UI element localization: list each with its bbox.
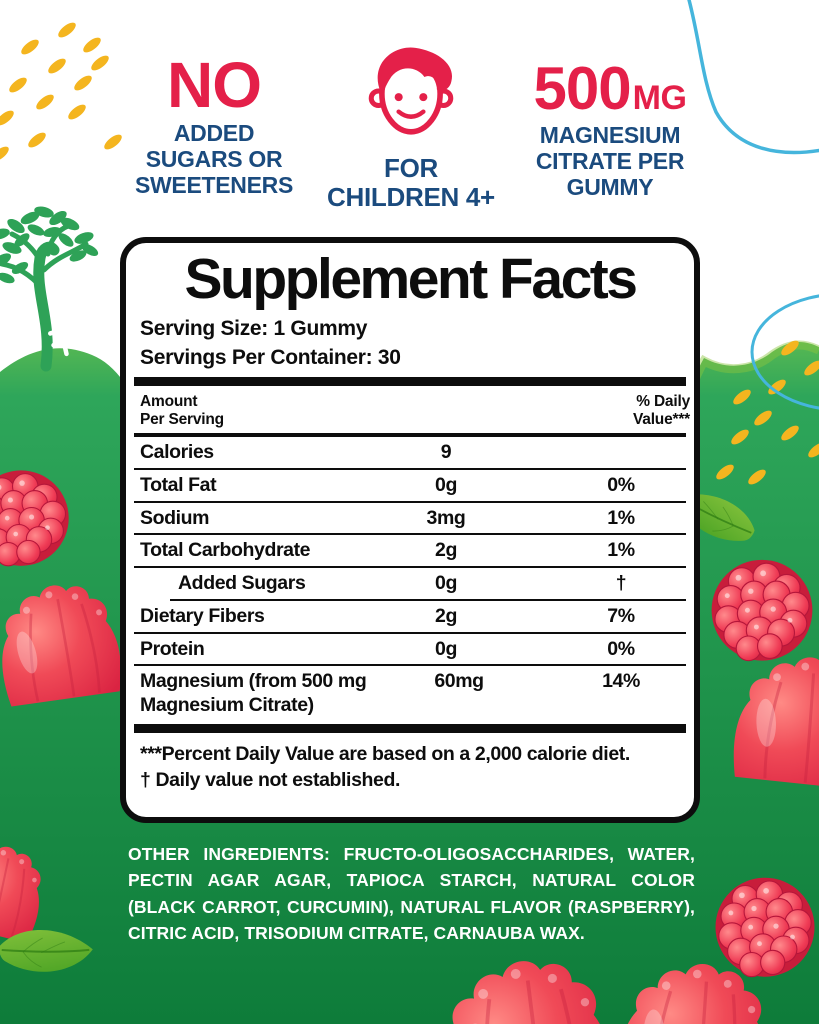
table-row-magnesium: Magnesium (from 500 mg Magnesium Citrate… (134, 666, 686, 724)
other-ingredients-label: OTHER INGREDIENTS: (128, 844, 330, 864)
other-ingredients-text: FRUCTO-OLIGOSACCHARIDES, WATER, PECTIN A… (128, 844, 696, 943)
nutrient-amount: 9 (440, 440, 452, 463)
divider-thick (134, 377, 686, 387)
fence-icon (48, 308, 119, 357)
header-daily-value: % Daily Value*** (530, 393, 692, 428)
nutrient-dv: 1% (607, 506, 635, 529)
table-header: Amount Per Serving % Daily Value*** (134, 386, 690, 433)
badge-500mg: 500 MG MAGNESIUM CITRATE PER GUMMY (518, 55, 702, 200)
no-line-2: SUGARS OR (145, 145, 283, 172)
panel-title: Supplement Facts (184, 247, 638, 311)
table-row-added-sugars: Added Sugars 0g † (134, 568, 686, 599)
nutrient-amount: 0g (435, 637, 457, 660)
header-dv-line2: Value*** (633, 410, 690, 428)
nutrient-dv: 0% (607, 637, 635, 660)
nutrient-name: Total Carbohydrate (140, 539, 311, 562)
footnote-daily-value: ***Percent Daily Value are based on a 2,… (140, 742, 630, 765)
no-line-1: ADDED (173, 119, 255, 146)
child-face-icon (368, 47, 454, 135)
nutrient-dv: 1% (607, 539, 635, 562)
nutrient-dv: 0% (607, 473, 635, 496)
divider-thin (134, 432, 686, 437)
servings-per-container: Servings Per Container: 30 (140, 345, 401, 369)
mg-amount: 500 (533, 55, 632, 122)
nutrient-name: Magnesium (from 500 mg Magnesium Citrate… (140, 670, 367, 717)
badge-no-added-sugars: NO ADDED SUGARS OR SWEETENERS (128, 49, 300, 198)
header-amount: Amount Per Serving (140, 393, 362, 428)
supplement-facts-panel: Supplement Facts Serving Size: 1 Gummy S… (120, 237, 700, 823)
mg-line-1: MAGNESIUM (539, 122, 681, 148)
nutrient-name: Sodium (140, 506, 210, 529)
mg-line-2: CITRATE PER (535, 147, 685, 174)
footnotes: ***Percent Daily Value are based on a 2,… (140, 742, 686, 793)
mg-line-3: GUMMY (566, 173, 654, 200)
nutrient-amount: 2g (435, 604, 457, 627)
badge-for-children: FOR CHILDREN 4+ (322, 40, 500, 213)
raspberry-image-bottom-right (714, 877, 816, 978)
nutrient-dv: † (615, 572, 627, 595)
nutrient-amount: 3mg (426, 506, 466, 529)
mg-unit: MG (632, 79, 687, 117)
children-line-1: FOR (384, 153, 438, 183)
nutrient-amount: 60mg (434, 670, 484, 693)
nutrient-name: Added Sugars (178, 572, 306, 595)
teal-swoosh (687, 0, 819, 155)
table-row-dietary-fibers: Dietary Fibers 2g 7% (134, 601, 686, 634)
table-row-sodium: Sodium 3mg 1% (134, 503, 686, 536)
divider-thick-bottom (134, 723, 686, 733)
nutrient-name: Calories (140, 440, 214, 463)
header-amount-line2: Per Serving (140, 410, 224, 428)
footnote-dagger: † Daily value not established. (140, 768, 401, 791)
nutrient-amount: 2g (435, 539, 457, 562)
yellow-dots-left (0, 22, 122, 162)
nutrient-name: Protein (140, 637, 205, 660)
nutrient-amount: 0g (435, 473, 457, 496)
nutrient-dv: 14% (602, 670, 640, 693)
indented-divider (170, 598, 686, 601)
other-ingredients: OTHER INGREDIENTS: FRUCTO-OLIGOSACCHARID… (128, 841, 695, 946)
no-line-3: SWEETENERS (134, 171, 294, 198)
teal-circle (750, 294, 819, 410)
header-dv-line1: % Daily (636, 393, 690, 411)
nutrient-name: Total Fat (140, 473, 217, 496)
table-row-total-fat: Total Fat 0g 0% (134, 470, 686, 503)
header-amount-line1: Amount (140, 393, 198, 411)
nutrient-dv: 7% (607, 604, 635, 627)
table-row-total-carbohydrate: Total Carbohydrate 2g 1% (134, 535, 686, 569)
yellow-dots-right (716, 340, 819, 485)
table-row-protein: Protein 0g 0% (134, 634, 686, 667)
table-row-calories: Calories 9 (134, 437, 686, 470)
raspberry-image-right (711, 559, 813, 662)
serving-size: Serving Size: 1 Gummy (140, 317, 368, 340)
no-title: NO (167, 49, 262, 121)
nutrient-amount: 0g (435, 572, 457, 595)
children-line-2: CHILDREN 4+ (327, 182, 495, 213)
tree-icon (0, 206, 99, 372)
nutrient-name: Dietary Fibers (140, 604, 265, 627)
